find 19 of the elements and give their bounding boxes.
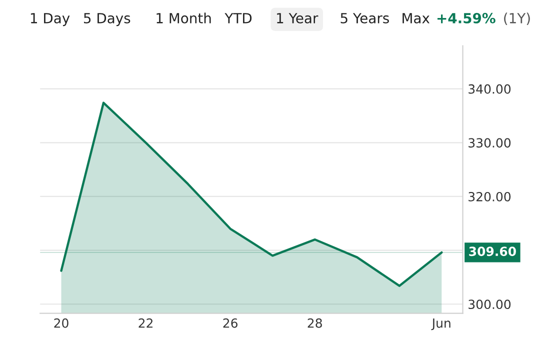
- text: 1 Year: [277, 13, 318, 24]
- text: 5 Days: [84, 13, 130, 26]
- y-tick-label: 340.00: [468, 84, 511, 94]
- x-tick-label: Jun: [431, 318, 450, 330]
- x-tick-label: 22: [138, 318, 152, 328]
- text: 1 Month: [156, 12, 211, 24]
- y-tick-label: 330.00: [468, 138, 511, 148]
- x-tick-label: 20: [54, 318, 68, 328]
- text: +4.59%: [437, 12, 496, 24]
- text: 5 Years: [340, 13, 389, 24]
- text: 1 Day: [30, 13, 70, 26]
- ref-line-label: 309.60: [469, 246, 516, 256]
- y-tick-label: 320.00: [468, 192, 511, 202]
- y-tick-label: 300.00: [468, 300, 511, 310]
- text: YTD: [224, 13, 252, 24]
- text: Max: [402, 13, 430, 24]
- x-tick-label: 28: [308, 318, 322, 328]
- x-tick-label: 26: [223, 318, 238, 328]
- text: (1Y): [504, 12, 530, 26]
